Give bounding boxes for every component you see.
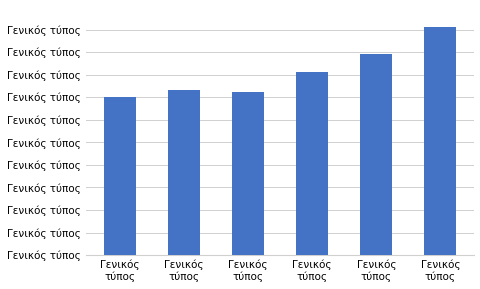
Bar bbox=[296, 72, 327, 255]
Bar bbox=[104, 97, 136, 255]
Bar bbox=[231, 92, 264, 255]
Bar bbox=[423, 27, 456, 255]
Bar bbox=[168, 90, 200, 255]
Bar bbox=[360, 54, 392, 255]
